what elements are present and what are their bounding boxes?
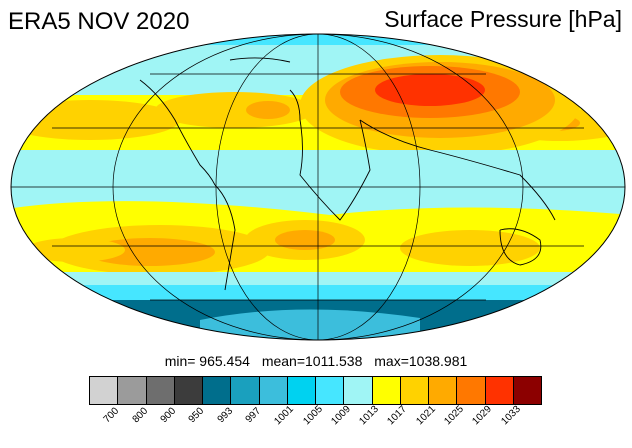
colorbar-tick-label: 700 [101,405,122,426]
colorbar-cell [118,377,147,404]
colorbar-tick-label: 1021 [414,403,438,428]
colorbar-cell [231,377,260,404]
colorbar-tick-label: 900 [158,405,179,426]
map-title: ERA5 NOV 2020 [8,8,190,35]
colorbar-tick-label: 1013 [357,403,382,428]
pressure-field [11,34,625,340]
colorbar-cell [429,377,458,404]
coastlines [139,57,556,291]
colorbar-tick-label: 1009 [329,403,353,428]
colorbar-cell [485,377,514,404]
colorbar-cell [287,377,316,404]
colorbar-cell [372,377,401,404]
stat-mean: mean=1011.538 [261,353,363,369]
colorbar-cell [203,377,232,404]
colorbar-tick-label: 950 [186,405,207,426]
colorbar-tick-label: 1033 [499,403,523,428]
variable-title: Surface Pressure [hPa] [384,6,622,32]
stat-max: max=1038.981 [374,353,468,369]
colorbar-tick-label: 1005 [300,403,325,428]
colorbar-cell [316,377,345,404]
colorbar-cell [90,377,119,404]
colorbar [89,376,542,405]
colorbar-tick-label: 800 [130,405,150,426]
colorbar-tick-label: 1029 [470,403,495,428]
statistics: min= 965.454 mean=1011.538 max=1038.981 [0,353,632,369]
colorbar-cell [259,377,288,404]
colorbar-tick-label: 997 [243,405,264,426]
globe-outline [10,33,626,341]
colorbar-tick-label: 993 [215,405,235,426]
graticule [11,33,625,341]
colorbar-cell [400,377,429,404]
colorbar-cell [344,377,373,404]
colorbar-cell [174,377,203,404]
colorbar-cell [513,377,541,404]
colorbar-tick-label: 1017 [385,403,410,428]
colorbar-cell [457,377,486,404]
colorbar-tick-label: 1025 [442,403,466,428]
colorbar-tick-label: 1001 [272,403,297,428]
colorbar-ticks: 700 800 900 950 993 997 1001 1005 1009 1013 1017 10… [89,404,542,438]
stat-min: min= 965.454 [164,353,250,369]
colorbar-cell [146,377,175,404]
